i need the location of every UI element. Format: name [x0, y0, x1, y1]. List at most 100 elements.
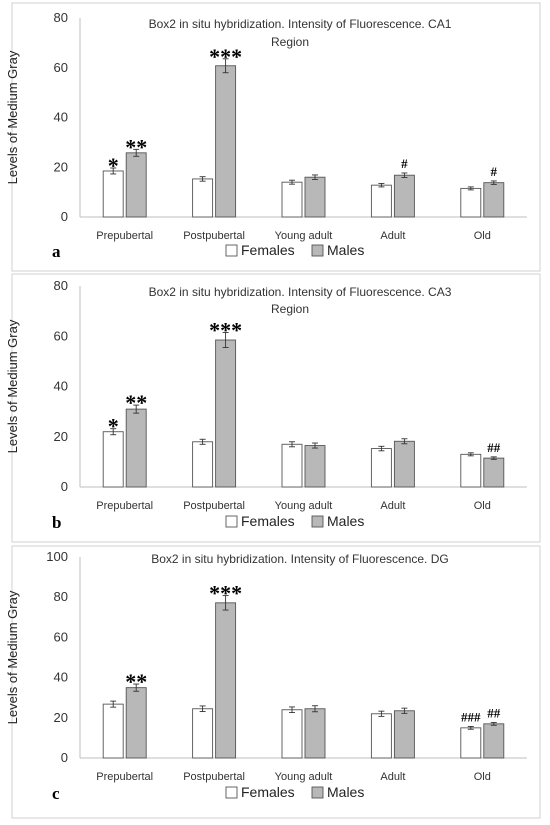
bar-females [192, 441, 214, 488]
x-tick-label: Adult [380, 771, 405, 783]
y-axis-title: Levels of Medium Gray [5, 590, 20, 724]
bar-males [393, 174, 415, 218]
significance-marker: ** [125, 134, 147, 159]
significance-marker: ### [461, 709, 481, 724]
chart-title-line2: Region [271, 302, 309, 316]
x-tick-label: Old [474, 771, 491, 783]
x-tick-label: Young adult [275, 500, 333, 512]
panel-letter: a [52, 242, 61, 261]
bar-females [370, 713, 392, 759]
significance-marker: *** [209, 317, 242, 342]
y-tick-label: 60 [54, 328, 68, 343]
bar-males [304, 445, 326, 488]
legend: Females Males [225, 513, 364, 529]
legend: Females Males [225, 784, 364, 800]
x-tick-label: Old [474, 230, 491, 242]
y-tick-label: 40 [54, 110, 68, 125]
bar-females [281, 709, 303, 759]
bar-females [370, 184, 392, 218]
chart-panel-c: 0 20 40 60 80 100 Levels of Medium Gray Box2 in… [5, 545, 541, 819]
x-tick-label: Postpubertal [183, 500, 245, 512]
legend-swatch-females [225, 786, 238, 799]
legend: Females Males [225, 242, 364, 258]
bar-females [460, 453, 482, 488]
y-axis-title: Levels of Medium Gray [5, 319, 20, 453]
y-tick-label: 60 [54, 60, 68, 75]
y-tick-label: 20 [54, 159, 68, 174]
panel-frame [11, 2, 541, 272]
significance-marker: ## [487, 705, 501, 720]
bar-males [125, 408, 147, 488]
chart-title: Box2 in situ hybridization. Intensity of… [149, 285, 452, 299]
chart-title: Box2 in situ hybridization. Intensity of… [151, 552, 448, 566]
bar-females [102, 703, 124, 759]
y-tick-label: 40 [54, 379, 68, 394]
significance-marker: ** [125, 669, 147, 694]
bar-males [483, 457, 505, 488]
y-tick-label: 0 [61, 209, 68, 224]
bar-males [215, 339, 237, 488]
y-tick-label: 40 [54, 670, 68, 685]
bar-males [304, 708, 326, 759]
chart-title-line2: Region [271, 35, 309, 49]
x-tick-label: Adult [380, 230, 405, 242]
x-tick-label: Adult [380, 500, 405, 512]
x-tick-label: Old [474, 500, 491, 512]
bar-females [460, 727, 482, 759]
significance-marker: * [108, 414, 119, 439]
bar-males [393, 440, 415, 488]
bar-males [215, 602, 237, 759]
significance-marker: *** [209, 44, 242, 69]
legend-swatch-males [311, 515, 324, 528]
bar-females [281, 181, 303, 218]
bar-males [215, 65, 237, 218]
panel-letter: c [52, 784, 60, 803]
y-tick-label: 0 [61, 479, 68, 494]
y-axis-title: Levels of Medium Gray [5, 50, 20, 184]
significance-marker: # [401, 156, 408, 171]
panel-frame [11, 545, 541, 819]
legend-label-females: Females [241, 242, 295, 258]
bar-females [460, 187, 482, 218]
x-tick-label: Young adult [275, 771, 333, 783]
y-tick-label: 20 [54, 429, 68, 444]
x-tick-label: Prepubertal [96, 500, 153, 512]
panel-letter: b [52, 513, 61, 532]
bar-males [304, 176, 326, 218]
bar-females [192, 708, 214, 759]
x-tick-label: Young adult [275, 230, 333, 242]
y-tick-label: 80 [54, 10, 68, 25]
significance-marker: ## [487, 440, 501, 455]
x-tick-label: Postpubertal [183, 771, 245, 783]
chart-title: Box2 in situ hybridization. Intensity of… [149, 17, 452, 31]
y-tick-label: 60 [54, 629, 68, 644]
chart-panel-a: 0 20 40 60 80 Levels of Medium Gray Box2 in si… [5, 2, 541, 272]
y-tick-label: 80 [54, 589, 68, 604]
bar-males [125, 687, 147, 759]
x-tick-label: Prepubertal [96, 230, 153, 242]
x-tick-label: Prepubertal [96, 771, 153, 783]
legend-label-males: Males [327, 513, 364, 529]
legend-label-males: Males [327, 784, 364, 800]
legend-swatch-females [225, 244, 238, 257]
bar-females [192, 178, 214, 218]
legend-label-females: Females [241, 784, 295, 800]
legend-label-females: Females [241, 513, 295, 529]
legend-label-males: Males [327, 242, 364, 258]
significance-marker: ** [125, 390, 147, 415]
bar-males [393, 710, 415, 759]
bar-females [370, 448, 392, 488]
chart-panel-b: 0 20 40 60 80 Levels of Medium Gray Box2 in si… [5, 273, 541, 543]
bar-males [483, 182, 505, 218]
y-tick-label: 20 [54, 710, 68, 725]
x-tick-label: Postpubertal [183, 230, 245, 242]
bar-females [102, 431, 124, 488]
y-tick-label: 0 [61, 750, 68, 765]
significance-marker: * [108, 153, 119, 178]
panel-frame [11, 273, 541, 543]
y-tick-label: 80 [54, 278, 68, 293]
significance-marker: # [491, 164, 498, 179]
bar-females [281, 443, 303, 488]
